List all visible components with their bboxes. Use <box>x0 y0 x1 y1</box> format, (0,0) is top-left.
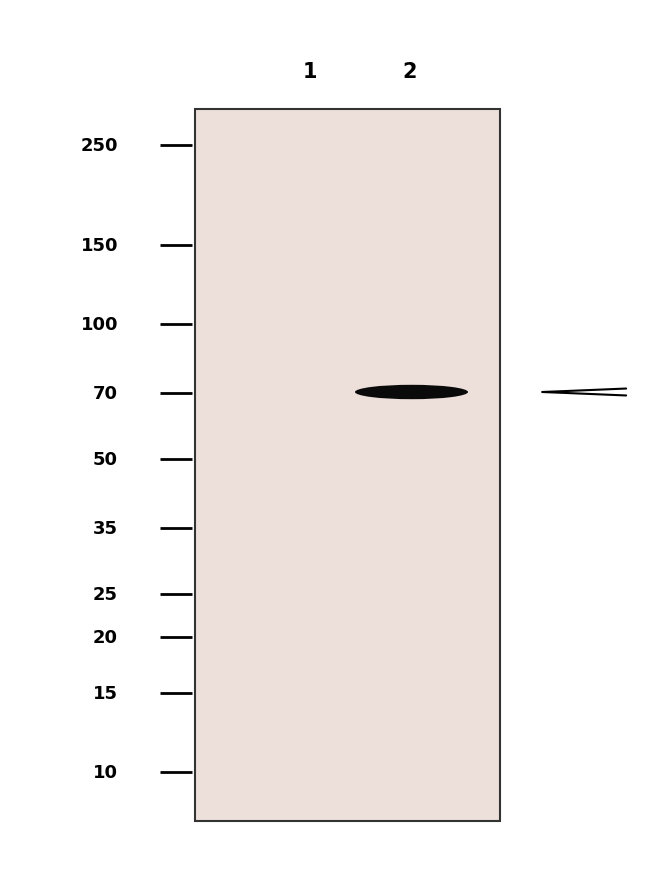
Text: 10: 10 <box>93 763 118 781</box>
Text: 15: 15 <box>93 684 118 702</box>
Text: 2: 2 <box>403 62 417 82</box>
Text: 70: 70 <box>93 385 118 402</box>
Text: 1: 1 <box>303 62 317 82</box>
Text: 250: 250 <box>81 137 118 155</box>
Text: 35: 35 <box>93 520 118 537</box>
Bar <box>195 109 500 821</box>
Ellipse shape <box>355 385 468 400</box>
Text: 150: 150 <box>81 236 118 255</box>
Text: 25: 25 <box>93 585 118 603</box>
Text: 20: 20 <box>93 628 118 647</box>
Text: 50: 50 <box>93 450 118 468</box>
Text: 100: 100 <box>81 315 118 333</box>
